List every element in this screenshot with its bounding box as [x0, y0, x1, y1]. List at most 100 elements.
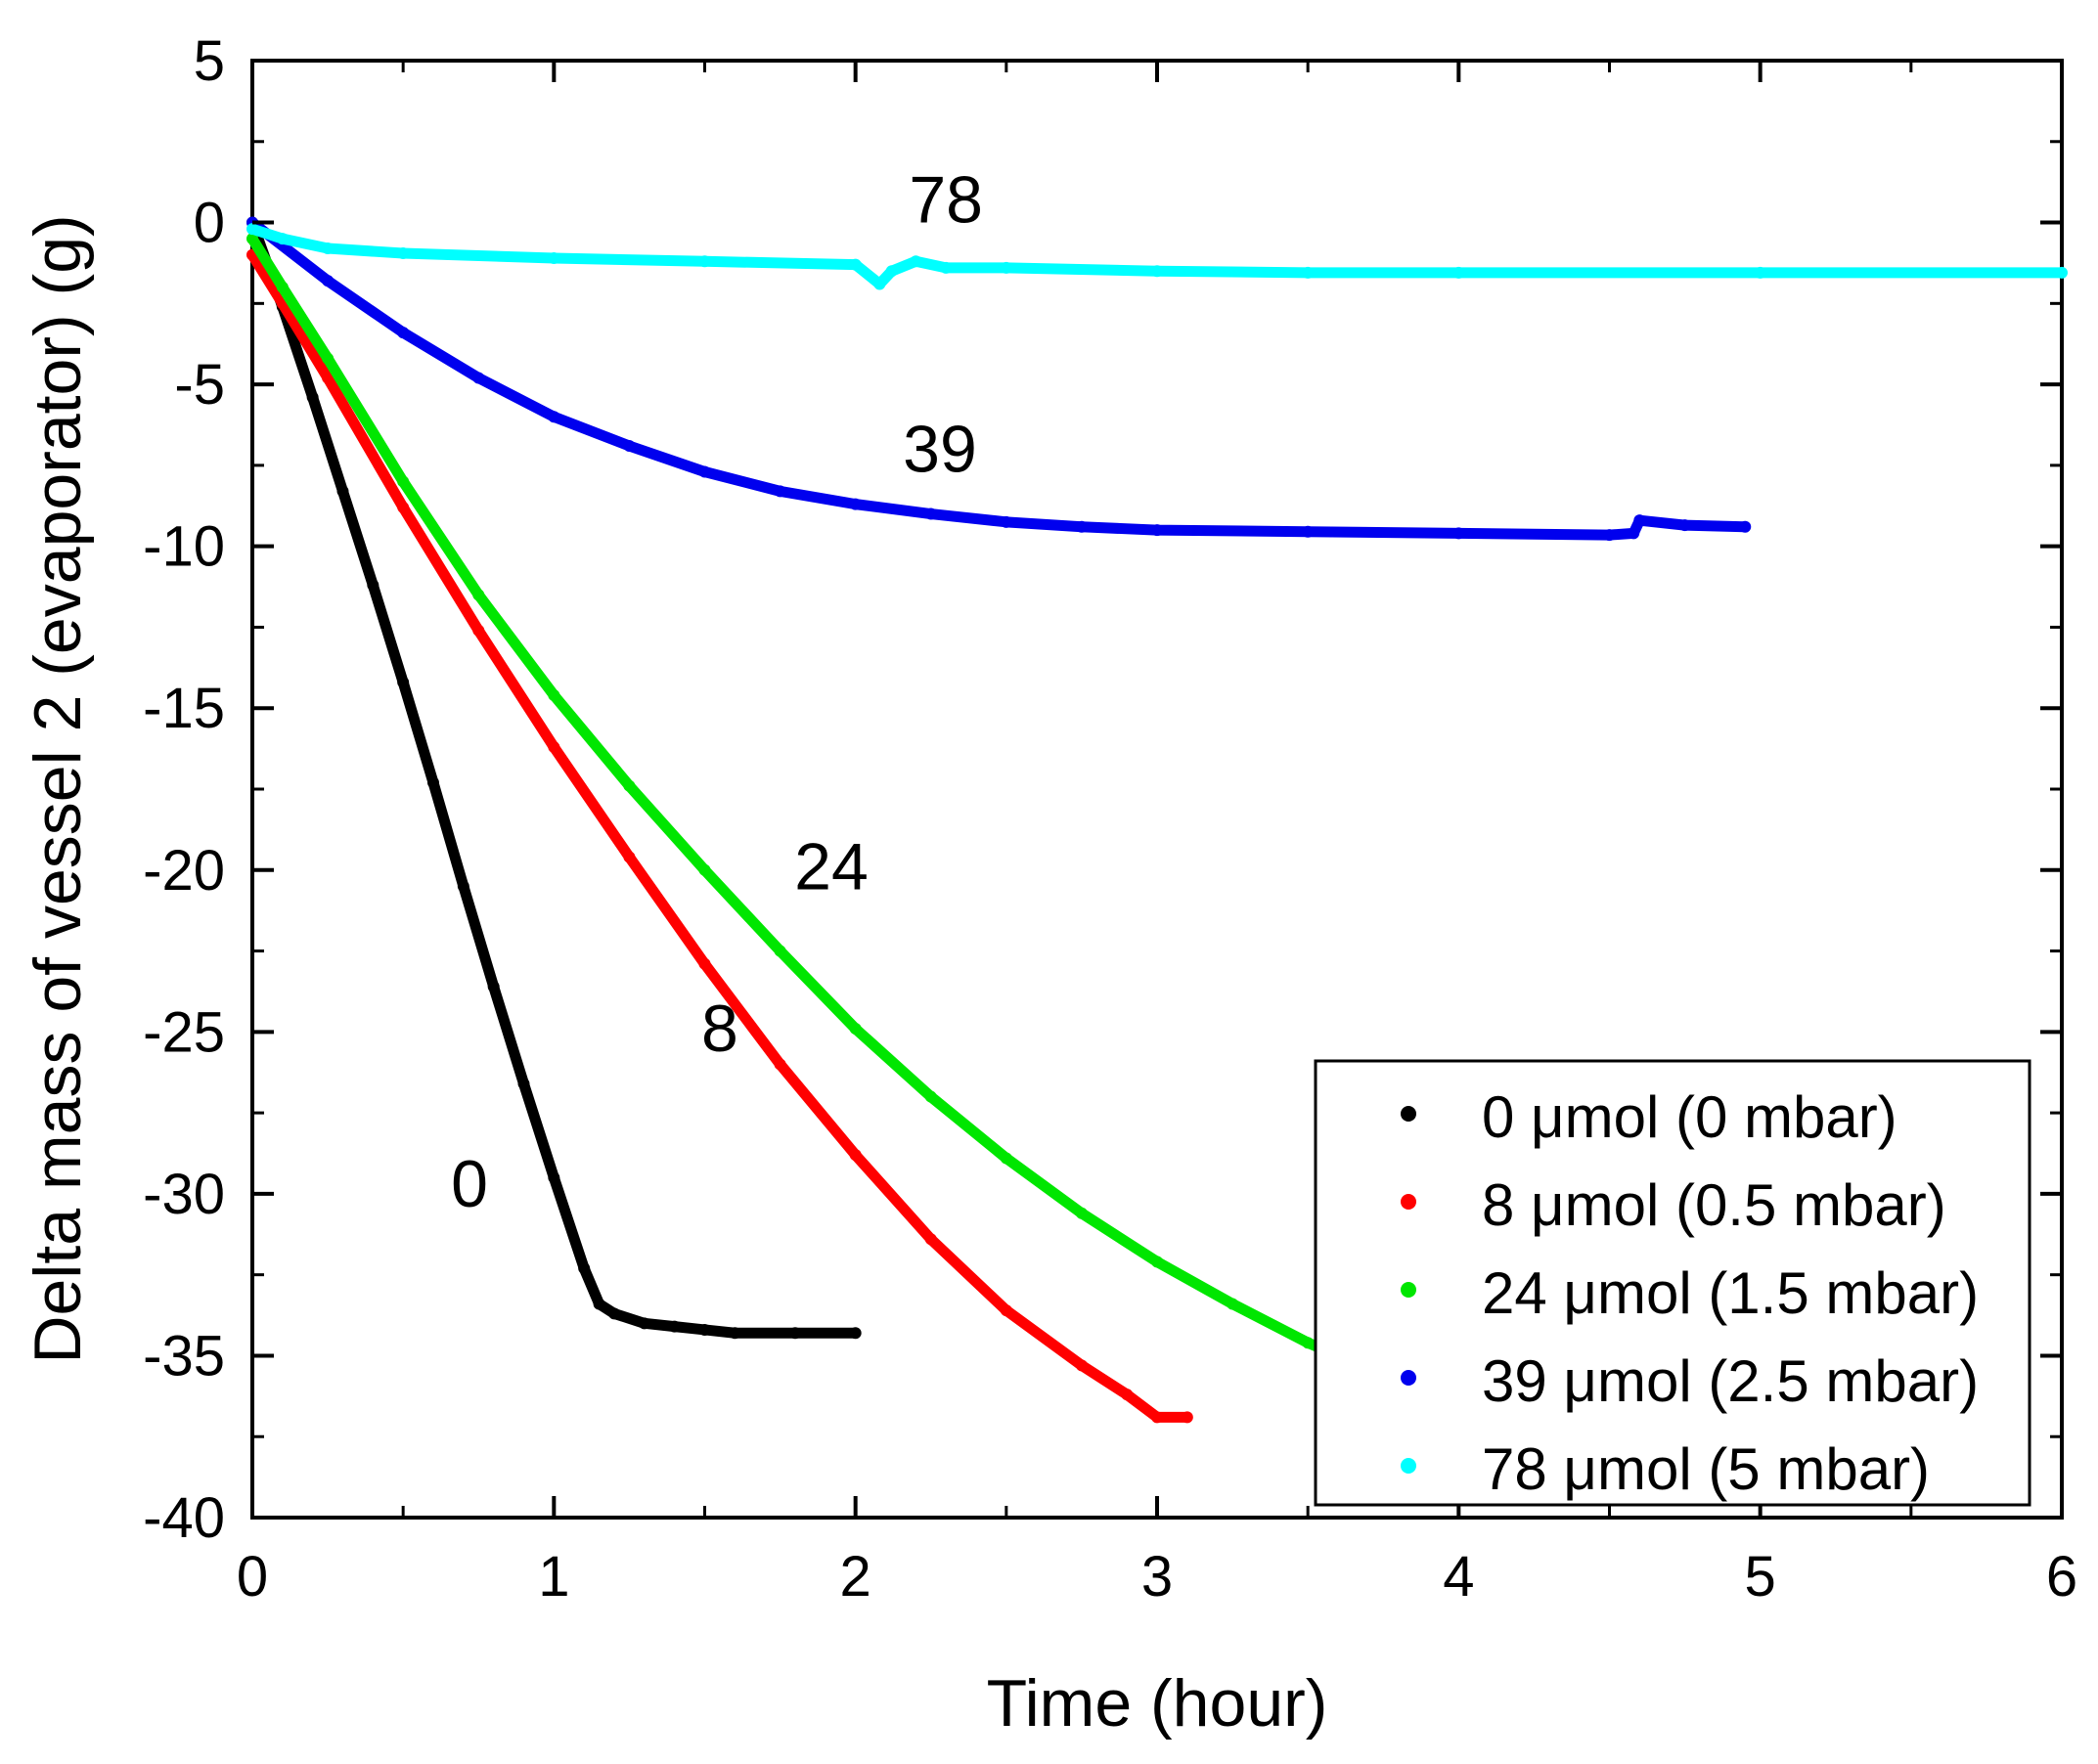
- data-point: [397, 475, 410, 488]
- legend-label-2: 24 μmol (1.5 mbar): [1482, 1260, 1979, 1326]
- data-point: [873, 278, 886, 290]
- data-point: [1000, 1152, 1012, 1165]
- data-point: [367, 579, 379, 592]
- data-point: [1678, 519, 1691, 532]
- data-point: [397, 327, 410, 339]
- y-tick-label: -40: [143, 1486, 225, 1550]
- data-point: [623, 440, 636, 453]
- curve-label-1: 8: [701, 992, 738, 1066]
- data-point: [774, 1058, 786, 1071]
- x-tick-label: 2: [840, 1545, 871, 1609]
- x-tick-label: 3: [1141, 1545, 1173, 1609]
- y-tick-label: -15: [143, 677, 225, 740]
- data-point: [623, 851, 636, 863]
- data-point: [517, 1078, 530, 1090]
- data-point: [397, 676, 410, 688]
- data-point: [698, 255, 711, 268]
- data-point: [1075, 1207, 1088, 1219]
- data-point: [1227, 1298, 1239, 1310]
- data-point: [1075, 1359, 1088, 1372]
- data-point: [548, 1171, 560, 1184]
- data-point: [548, 251, 560, 264]
- data-point: [849, 1327, 862, 1340]
- data-point: [322, 352, 335, 365]
- y-axis-title: Delta mass of vessel 2 (evaporator) (g): [21, 214, 95, 1363]
- legend-label-1: 8 μmol (0.5 mbar): [1482, 1172, 1946, 1238]
- ticks-layer: 0 1 2 3 4 5 6 5 0 -5 -10 -15 -20 -25 -30 -35 -40: [143, 29, 2077, 1609]
- data-point: [276, 233, 289, 245]
- series-line-2: [246, 233, 1344, 1361]
- data-point: [1302, 266, 1315, 279]
- data-point: [246, 233, 258, 245]
- data-point: [322, 275, 335, 287]
- data-point: [924, 1233, 937, 1246]
- data-point: [472, 589, 485, 601]
- data-point: [849, 258, 862, 271]
- legend-marker-1: [1401, 1194, 1416, 1210]
- series-line-1: [246, 249, 1193, 1423]
- x-tick-label: 4: [1443, 1545, 1474, 1609]
- data-point: [397, 247, 410, 260]
- data-point: [1628, 527, 1640, 540]
- data-point: [608, 1307, 620, 1320]
- data-point: [1151, 265, 1163, 278]
- y-tick-label: -10: [143, 515, 225, 579]
- x-axis-title: Time (hour): [987, 1666, 1328, 1741]
- data-point: [472, 372, 485, 384]
- data-point: [1000, 515, 1012, 528]
- curve-label-2: 24: [794, 830, 869, 904]
- data-point: [698, 957, 711, 970]
- legend-label-0: 0 μmol (0 mbar): [1482, 1084, 1897, 1150]
- data-point: [578, 1262, 591, 1275]
- data-point: [593, 1298, 605, 1310]
- data-point: [698, 863, 711, 876]
- data-point: [276, 281, 289, 293]
- data-point: [1151, 1256, 1163, 1268]
- annotations-layer: 0 8 24 39 78: [451, 163, 983, 1222]
- data-point: [1075, 520, 1088, 533]
- data-point: [789, 1327, 801, 1340]
- data-point: [548, 688, 560, 701]
- x-tick-label: 0: [237, 1545, 268, 1609]
- data-point: [1452, 527, 1465, 540]
- data-point: [729, 1327, 741, 1340]
- x-tick-label: 1: [538, 1545, 569, 1609]
- data-point: [849, 498, 862, 510]
- legend-marker-2: [1401, 1282, 1416, 1298]
- data-point: [1151, 1411, 1163, 1424]
- y-tick-label: -5: [174, 353, 225, 417]
- data-point: [1121, 1389, 1134, 1401]
- legend-box: [1314, 1059, 2031, 1507]
- data-point: [1000, 1304, 1012, 1317]
- data-point: [849, 1023, 862, 1036]
- data-point: [774, 485, 786, 498]
- legend-marker-0: [1401, 1106, 1416, 1122]
- data-point: [246, 223, 258, 236]
- data-point: [472, 624, 485, 637]
- curve-label-4: 78: [909, 163, 983, 238]
- data-point: [1739, 520, 1752, 533]
- y-tick-label: 5: [194, 29, 225, 93]
- data-point: [322, 243, 335, 255]
- y-tick-label: -35: [143, 1324, 225, 1388]
- data-point: [1302, 525, 1315, 538]
- curves-layer: [246, 216, 2068, 1424]
- data-point: [548, 740, 560, 753]
- data-point: [774, 945, 786, 957]
- data-point: [487, 980, 500, 992]
- data-point: [1000, 261, 1012, 274]
- data-point: [2056, 266, 2068, 279]
- data-point: [397, 501, 410, 513]
- y-tick-label: -25: [143, 1000, 225, 1064]
- data-point: [698, 1323, 711, 1336]
- y-tick-label: -30: [143, 1163, 225, 1226]
- data-point: [940, 261, 953, 274]
- x-tick-label: 6: [2046, 1545, 2077, 1609]
- data-point: [1181, 1411, 1193, 1424]
- y-tick-label: 0: [194, 192, 225, 255]
- x-tick-label: 5: [1745, 1545, 1776, 1609]
- data-point: [1151, 524, 1163, 537]
- data-point: [427, 776, 439, 789]
- data-point: [306, 391, 319, 404]
